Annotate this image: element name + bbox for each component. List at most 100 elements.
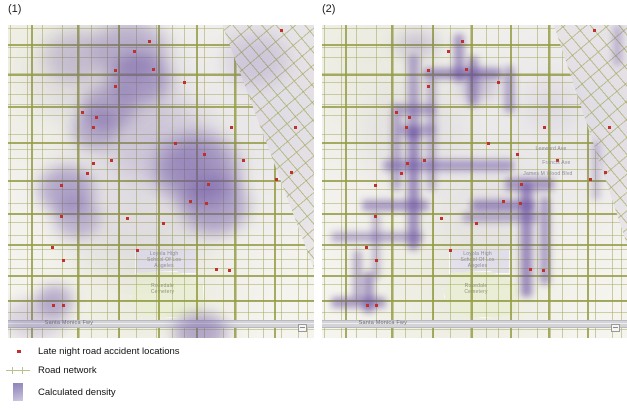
major-road-line xyxy=(322,244,627,246)
density-blob xyxy=(30,159,102,220)
density-blob xyxy=(66,103,125,157)
road-line xyxy=(322,28,627,29)
accident-point xyxy=(496,81,500,85)
accident-point xyxy=(109,159,113,163)
major-road-line xyxy=(8,244,314,246)
road-line xyxy=(8,115,314,116)
accident-point xyxy=(516,153,519,157)
major-road-line xyxy=(8,275,314,277)
density-blob xyxy=(8,291,76,338)
density-corridor xyxy=(504,65,515,113)
panel-1-label: (1) xyxy=(8,3,22,15)
accident-point xyxy=(280,28,284,32)
density-corridor xyxy=(613,25,623,66)
road-line xyxy=(322,189,627,190)
density-blob xyxy=(99,46,180,110)
legend-item-accidents: Late night road accident locations xyxy=(0,342,340,361)
accident-point xyxy=(113,68,117,72)
map-corner-icon xyxy=(611,324,620,332)
accident-point xyxy=(92,161,96,165)
accident-point xyxy=(427,68,431,72)
accident-point xyxy=(365,246,369,250)
panel-2-label: (2) xyxy=(322,3,336,15)
school-area xyxy=(134,248,197,275)
accident-point xyxy=(465,67,469,71)
road-line xyxy=(322,149,627,150)
density-layer xyxy=(322,25,627,338)
accident-point xyxy=(205,201,209,205)
accident-point xyxy=(94,115,98,119)
density-corridor xyxy=(363,272,374,313)
cemetery-label: Rosedale Cemetery xyxy=(150,283,175,296)
road-line xyxy=(8,249,314,250)
density-blob xyxy=(32,280,79,321)
road-line xyxy=(322,115,627,116)
density-corridor xyxy=(422,68,502,79)
accident-point xyxy=(161,221,165,225)
legend-item-density: Calculated density xyxy=(0,380,340,404)
accident-point xyxy=(408,115,412,119)
road-line xyxy=(322,158,627,159)
road-line xyxy=(8,329,314,330)
density-corridor xyxy=(391,103,402,191)
major-road-line xyxy=(322,300,627,302)
density-corridor xyxy=(408,54,419,140)
accident-point xyxy=(366,303,370,307)
major-road-line xyxy=(8,213,314,215)
density-blob xyxy=(32,103,241,292)
accident-point xyxy=(52,303,56,307)
density-corridor xyxy=(462,212,539,223)
accident-point xyxy=(588,178,592,182)
road-line xyxy=(322,259,627,260)
accident-point xyxy=(91,126,95,130)
map-corner-icon xyxy=(298,324,307,332)
accident-point xyxy=(113,85,117,89)
density-blob xyxy=(47,190,106,245)
density-corridor xyxy=(331,231,423,242)
street-label: Leeward Ave xyxy=(535,145,567,152)
density-corridor xyxy=(398,104,435,115)
density-corridor xyxy=(331,297,387,308)
density-layer xyxy=(8,25,314,338)
accident-point xyxy=(290,170,294,174)
road-line xyxy=(322,312,627,313)
road-line xyxy=(8,28,314,29)
accident-point xyxy=(61,303,65,307)
density-corridor xyxy=(453,34,465,82)
density-corridor xyxy=(427,78,437,191)
accident-point xyxy=(400,171,404,175)
density-corridor xyxy=(408,128,419,251)
accident-point xyxy=(501,200,505,204)
density-wash xyxy=(413,134,566,292)
accident-point xyxy=(60,215,64,219)
accident-point xyxy=(406,161,410,165)
accident-point xyxy=(188,200,192,204)
road-line xyxy=(322,47,627,48)
street-label: Francis Ave xyxy=(542,160,571,167)
legend: Late night road accident locations Road … xyxy=(0,342,340,404)
accident-point xyxy=(375,258,379,262)
kernel-density-map: Loyola High School Of Los Angeles Rosedal… xyxy=(8,25,314,338)
road-line xyxy=(8,284,314,285)
legend-symbol-cell xyxy=(0,350,38,353)
school-label: Loyola High School Of Los Angeles xyxy=(147,250,182,269)
density-blob xyxy=(216,25,296,94)
school-label: Loyola High School Of Los Angeles xyxy=(460,250,495,269)
accident-point xyxy=(603,170,607,174)
accident-point xyxy=(229,125,233,129)
road-line xyxy=(8,222,314,223)
accident-point xyxy=(183,81,187,85)
road-line xyxy=(8,312,314,313)
density-blob xyxy=(17,25,201,144)
road-line xyxy=(322,284,627,285)
accident-point xyxy=(405,126,409,130)
accident-point xyxy=(86,171,90,175)
density-corridor xyxy=(371,212,381,279)
major-road-line xyxy=(322,275,627,277)
density-blob xyxy=(171,167,258,243)
density-corridor xyxy=(505,178,554,191)
legend-label-accidents: Late night road accident locations xyxy=(38,346,180,357)
road-network-icon xyxy=(6,366,30,375)
accident-point xyxy=(202,153,206,157)
